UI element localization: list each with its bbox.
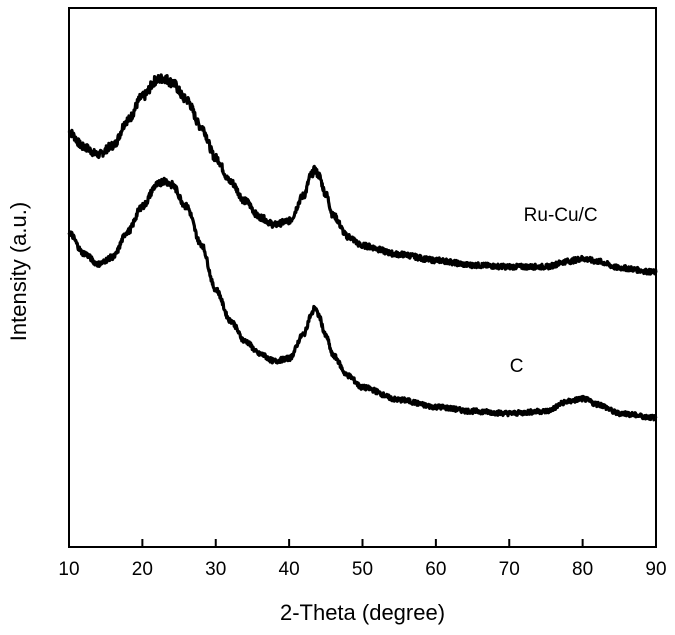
x-axis-title: 2-Theta (degree) [280, 600, 445, 625]
x-tick-label: 80 [572, 559, 593, 580]
x-tick-label: 40 [279, 559, 300, 580]
series-layer [67, 73, 658, 422]
x-tick-label: 90 [645, 559, 666, 580]
plot-frame [68, 7, 657, 548]
x-tick-label: 70 [499, 559, 520, 580]
x-axis-ticks: 10 20 30 40 50 60 70 80 90 [58, 539, 667, 580]
series-line-1 [67, 176, 658, 422]
plot-area [68, 7, 657, 548]
x-tick-label: 10 [58, 559, 79, 580]
series-label: C [510, 356, 524, 377]
x-tick-label: 60 [425, 559, 446, 580]
x-tick-label: 50 [352, 559, 373, 580]
x-tick-label: 20 [132, 559, 153, 580]
series-line-0 [67, 73, 658, 276]
series-label: Ru-Cu/C [524, 205, 598, 226]
x-tick-label: 30 [205, 559, 226, 580]
annotation-layer: Ru-Cu/C C [510, 205, 598, 377]
y-axis-title: Intensity (a.u.) [6, 202, 31, 341]
